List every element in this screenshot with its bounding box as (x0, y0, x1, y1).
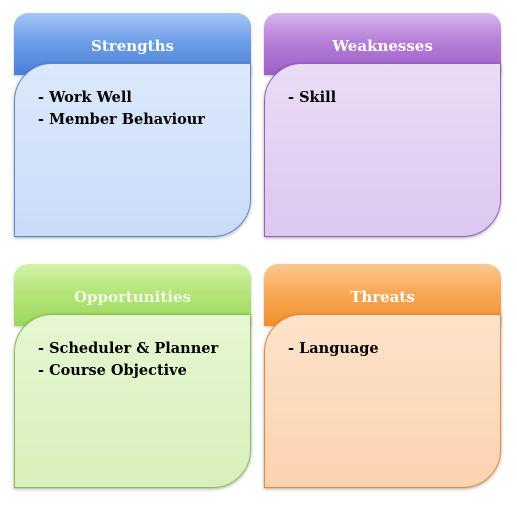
list-item: - Scheduler & Planner (38, 340, 219, 357)
list-item: - Skill (288, 89, 337, 106)
list-item: - Work Well (38, 89, 132, 106)
opportunities-body: - Scheduler & Planner - Course Objective (14, 314, 251, 488)
threats-body: - Language (264, 314, 501, 488)
opportunities-list: - Scheduler & Planner - Course Objective (38, 338, 250, 382)
list-item: - Member Behaviour (38, 111, 205, 128)
weaknesses-body: - Skill (264, 63, 501, 237)
weaknesses-list: - Skill (288, 87, 500, 109)
threats-list: - Language (288, 338, 500, 360)
strengths-list: - Work Well - Member Behaviour (38, 87, 250, 131)
list-item: - Course Objective (38, 362, 187, 379)
strengths-body: - Work Well - Member Behaviour (14, 63, 251, 237)
opportunities-quadrant: Opportunities - Scheduler & Planner - Co… (14, 264, 251, 488)
weaknesses-quadrant: Weaknesses - Skill (264, 13, 501, 237)
threats-quadrant: Threats - Language (264, 264, 501, 488)
strengths-quadrant: Strengths - Work Well - Member Behaviour (14, 13, 251, 237)
list-item: - Language (288, 340, 379, 357)
